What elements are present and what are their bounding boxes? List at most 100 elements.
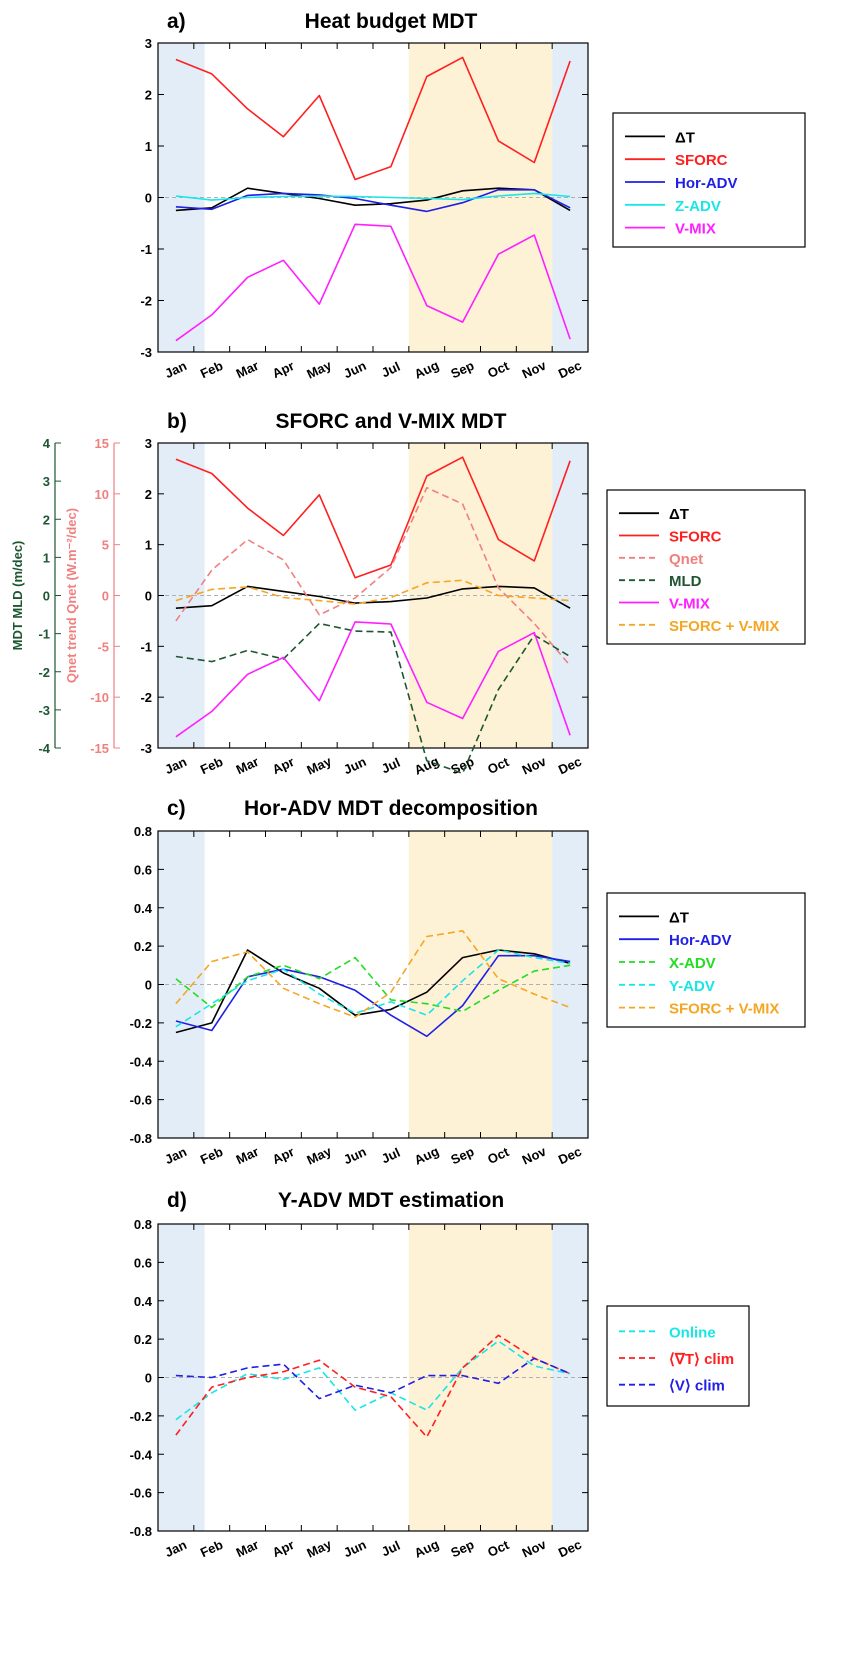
y-tick-label: -0.2: [130, 1016, 152, 1031]
panel-1: -3 -2 -1 0 1 2 3 Jan Feb Mar Apr May Jun Jul Aug Sep Oct…: [140, 10, 806, 382]
x-tick-label: Mar: [234, 754, 261, 777]
x-tick-label: Jun: [341, 358, 368, 381]
x-tick-label: Aug: [412, 1536, 441, 1560]
x-tick-label: Mar: [234, 1537, 261, 1560]
y-tick-label: 0: [145, 978, 152, 993]
x-tick-label: Oct: [485, 754, 512, 777]
x-tick-label: May: [304, 1536, 334, 1561]
x-tick-label: Oct: [485, 358, 512, 381]
legend-label: ΔT: [669, 909, 689, 926]
secondary-y-tick-label: 0: [43, 589, 50, 604]
series-line-4: [175, 622, 571, 775]
x-tick-label: Nov: [520, 1536, 549, 1560]
legend-label: V-MIX: [669, 596, 710, 613]
legend: ΔT SFORC Hor-ADV Z-ADV V-MIX: [612, 112, 806, 248]
legend-label: Online: [669, 1324, 716, 1341]
x-tick-label: Jun: [341, 1144, 368, 1167]
x-tick-label: Jul: [379, 359, 402, 381]
x-tick-label: Apr: [270, 1537, 297, 1560]
series-line-2: [175, 56, 571, 181]
legend-label: ΔT: [669, 506, 689, 523]
legend-label: Z-ADV: [675, 198, 721, 215]
x-tick-label: Feb: [198, 358, 225, 381]
series-line-3: [175, 1357, 571, 1400]
x-tick-label: Aug: [412, 357, 441, 381]
y-tick-label: 0.2: [134, 1332, 152, 1347]
panel-title: Heat budget MDT: [305, 10, 478, 33]
y-tick-label: -3: [140, 345, 152, 360]
legend-box: [606, 892, 806, 1028]
secondary-y-tick-label: 2: [43, 512, 50, 527]
legend-label: Y-ADV: [669, 978, 715, 995]
x-tick-label: Dec: [556, 1537, 584, 1561]
series-line-6: [175, 579, 571, 605]
series-line-1: [175, 187, 571, 212]
x-tick-label: Nov: [520, 1143, 549, 1167]
legend-label: SFORC: [675, 152, 728, 169]
legend: Online ⟨∇T⟩ clim ⟨V⟩ clim: [606, 1305, 750, 1407]
series-line-4: [175, 949, 571, 1028]
panel-title: Y-ADV MDT estimation: [278, 1189, 504, 1212]
y-tick-label: 0.4: [134, 1294, 153, 1309]
panel-letter: d): [167, 1189, 187, 1212]
secondary-y-tick-label: 1: [43, 550, 50, 565]
x-tick-label: Apr: [270, 358, 297, 381]
series-line-5: [175, 621, 571, 738]
y-tick-label: 1: [145, 538, 152, 553]
x-tick-label: Nov: [520, 357, 549, 381]
x-tick-label: Mar: [234, 1144, 261, 1167]
legend-box: [606, 1305, 750, 1407]
y-tick-label: 0.8: [134, 1217, 152, 1232]
y-tick-label: -1: [140, 639, 152, 654]
series-line-3: [175, 486, 571, 667]
x-tick-label: Aug: [412, 1143, 441, 1167]
x-tick-label: May: [304, 1143, 334, 1168]
x-tick-label: Jul: [379, 755, 402, 777]
legend-label: ⟨V⟩ clim: [669, 1378, 725, 1395]
x-tick-label: Jan: [162, 1144, 189, 1167]
y-tick-label: 0: [145, 191, 152, 206]
y-tick-label: -0.8: [130, 1524, 152, 1539]
series-line-1: [175, 1340, 571, 1421]
y-tick-label: -0.4: [130, 1447, 153, 1462]
y-tick-label: 1: [145, 139, 152, 154]
x-tick-label: Feb: [198, 1537, 225, 1560]
x-tick-label: Oct: [485, 1144, 512, 1167]
y-tick-label: 3: [145, 436, 152, 451]
x-tick-label: Sep: [448, 1537, 476, 1561]
y-tick-label: 3: [145, 36, 152, 51]
x-tick-label: Jun: [341, 754, 368, 777]
x-tick-label: Jun: [341, 1537, 368, 1560]
y-tick-label: -0.6: [130, 1093, 152, 1108]
legend-label: SFORC: [669, 529, 722, 546]
series-line-2: [175, 1334, 571, 1438]
panel-letter: b): [167, 410, 187, 433]
x-tick-label: Jan: [162, 754, 189, 777]
series-line-2: [175, 954, 571, 1038]
legend-label: V-MIX: [675, 221, 716, 238]
series-line-5: [175, 223, 571, 342]
x-tick-label: Oct: [485, 1537, 512, 1560]
secondary-y-tick-label: 0: [102, 589, 109, 604]
secondary-y-tick-label: 10: [95, 487, 109, 502]
legend-box: [606, 489, 806, 645]
panel-letter: c): [167, 797, 186, 820]
y-tick-label: -0.4: [130, 1054, 153, 1069]
legend-label: Qnet: [669, 551, 703, 568]
y-tick-label: -0.6: [130, 1486, 152, 1501]
y-tick-label: 0.2: [134, 939, 152, 954]
secondary-y-tick-label: -15: [90, 741, 109, 756]
secondary-y-tick-label: -2: [38, 665, 50, 680]
series-line-3: [175, 956, 571, 1013]
y-tick-label: -0.8: [130, 1131, 152, 1146]
x-tick-label: Dec: [556, 358, 584, 382]
legend-label: Hor-ADV: [675, 175, 738, 192]
y-tick-label: -1: [140, 242, 152, 257]
y-tick-label: -2: [140, 294, 152, 309]
secondary-y-tick-label: 5: [102, 538, 109, 553]
x-tick-label: Apr: [270, 1144, 297, 1167]
legend: ΔT SFORC Qnet MLD V-MIX SFORC + V-MIX: [606, 489, 806, 645]
secondary-axis-label: Qnet trend Qnet (W.m⁻²/dec): [64, 508, 79, 683]
panel-4: -0.8 -0.6 -0.4 -0.2 0 0.2 0.4 0.6 0.8 Jan Feb Mar Ap…: [130, 1189, 750, 1561]
